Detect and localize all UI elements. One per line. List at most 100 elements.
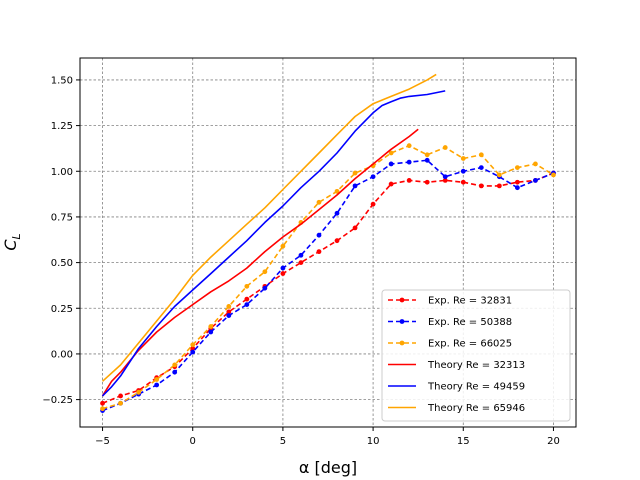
x-tick-label: 20 (547, 436, 560, 447)
data-point (496, 172, 502, 178)
legend-item: Exp. Re = 32831 (388, 296, 512, 307)
legend-label: Exp. Re = 50388 (428, 317, 512, 328)
legend-marker (399, 340, 405, 346)
series-4 (101, 128, 419, 397)
data-point (118, 400, 123, 406)
data-point (154, 382, 160, 388)
legend-label: Theory Re = 32313 (427, 360, 525, 371)
data-point (388, 181, 394, 187)
y-tick-label: 0.00 (51, 349, 73, 360)
data-point (460, 156, 466, 161)
data-point (533, 161, 538, 167)
data-point (190, 346, 196, 351)
legend-label: Theory Re = 65946 (427, 403, 525, 414)
legend-frame (381, 289, 571, 422)
legend-marker (399, 319, 405, 324)
series-line (101, 90, 446, 397)
data-point (244, 283, 250, 289)
y-tick-label: 0.75 (51, 212, 73, 223)
data-point (514, 165, 520, 171)
data-point (442, 174, 448, 180)
data-point (244, 302, 250, 308)
legend-entries: Exp. Re = 32831 Exp. Re = 50388 Exp. Re = … (388, 296, 525, 414)
legend-item: Theory Re = 32313 (388, 360, 525, 371)
series-line (101, 73, 437, 382)
data-point (352, 225, 358, 231)
data-point (298, 260, 304, 265)
data-point (334, 188, 340, 194)
data-point (226, 309, 232, 315)
data-point (316, 249, 322, 255)
y-axis-label-main: C (1, 239, 20, 251)
data-point (334, 210, 340, 216)
data-point (406, 177, 412, 183)
data-point (442, 177, 448, 183)
legend: Exp. Re = 32831 Exp. Re = 50388 Exp. Re = … (381, 289, 571, 422)
data-point (316, 199, 322, 205)
data-point (298, 252, 304, 258)
x-axis-label: α [deg] (299, 458, 357, 477)
y-axis-label-sub: L (10, 233, 23, 239)
x-tick-label: 10 (367, 436, 380, 447)
data-point (100, 400, 105, 406)
data-point (226, 313, 232, 318)
legend-item: Theory Re = 49459 (388, 382, 525, 393)
legend-item: Exp. Re = 66025 (388, 339, 512, 350)
data-point (370, 201, 376, 207)
data-point (388, 150, 394, 156)
data-point (280, 265, 286, 271)
data-point (280, 271, 286, 276)
data-point (172, 369, 178, 375)
y-tick-label: −0.25 (42, 395, 73, 406)
y-axis-label: CL (1, 233, 23, 250)
series-3 (100, 143, 556, 412)
data-point (460, 179, 466, 185)
x-tick-label: 0 (190, 436, 196, 447)
data-point (551, 172, 556, 178)
x-tick-label: 5 (280, 436, 286, 447)
data-point (406, 159, 412, 165)
data-point (352, 183, 358, 189)
data-point (262, 285, 268, 291)
data-point (424, 157, 430, 163)
legend-label: Exp. Re = 66025 (428, 339, 512, 350)
y-tick-label: 1.50 (51, 75, 73, 86)
series-line (101, 128, 419, 397)
data-point (352, 170, 358, 176)
series-2 (100, 157, 556, 413)
data-point (316, 232, 322, 238)
data-point (190, 349, 196, 355)
series-line (102, 159, 554, 412)
x-tick-label: −5 (95, 436, 110, 447)
data-point (514, 185, 520, 191)
legend-item: Exp. Re = 50388 (388, 317, 512, 328)
data-point (190, 342, 196, 348)
data-point (244, 296, 250, 302)
data-point (424, 179, 430, 185)
data-point (478, 165, 484, 171)
data-point (154, 377, 160, 382)
legend-label: Exp. Re = 32831 (428, 296, 512, 307)
data-point (100, 406, 105, 412)
series-5 (101, 90, 446, 397)
series-line (102, 144, 554, 410)
data-point (388, 161, 394, 167)
grid (80, 58, 576, 427)
legend-label: Theory Re = 49459 (427, 382, 525, 393)
data-point (370, 174, 376, 180)
legend-item: Theory Re = 65946 (388, 403, 525, 414)
data-point (514, 179, 520, 185)
data-point (136, 389, 142, 395)
data-point (478, 152, 484, 158)
data-point (280, 243, 286, 249)
series-layer (100, 73, 556, 413)
legend-marker (399, 297, 405, 303)
data-point (533, 177, 538, 183)
data-point (478, 183, 484, 189)
data-point (208, 329, 214, 335)
data-point (172, 362, 178, 368)
plot-frame (79, 57, 577, 428)
y-tick-label: 0.50 (51, 258, 73, 269)
y-tick-label: 1.25 (51, 121, 73, 132)
